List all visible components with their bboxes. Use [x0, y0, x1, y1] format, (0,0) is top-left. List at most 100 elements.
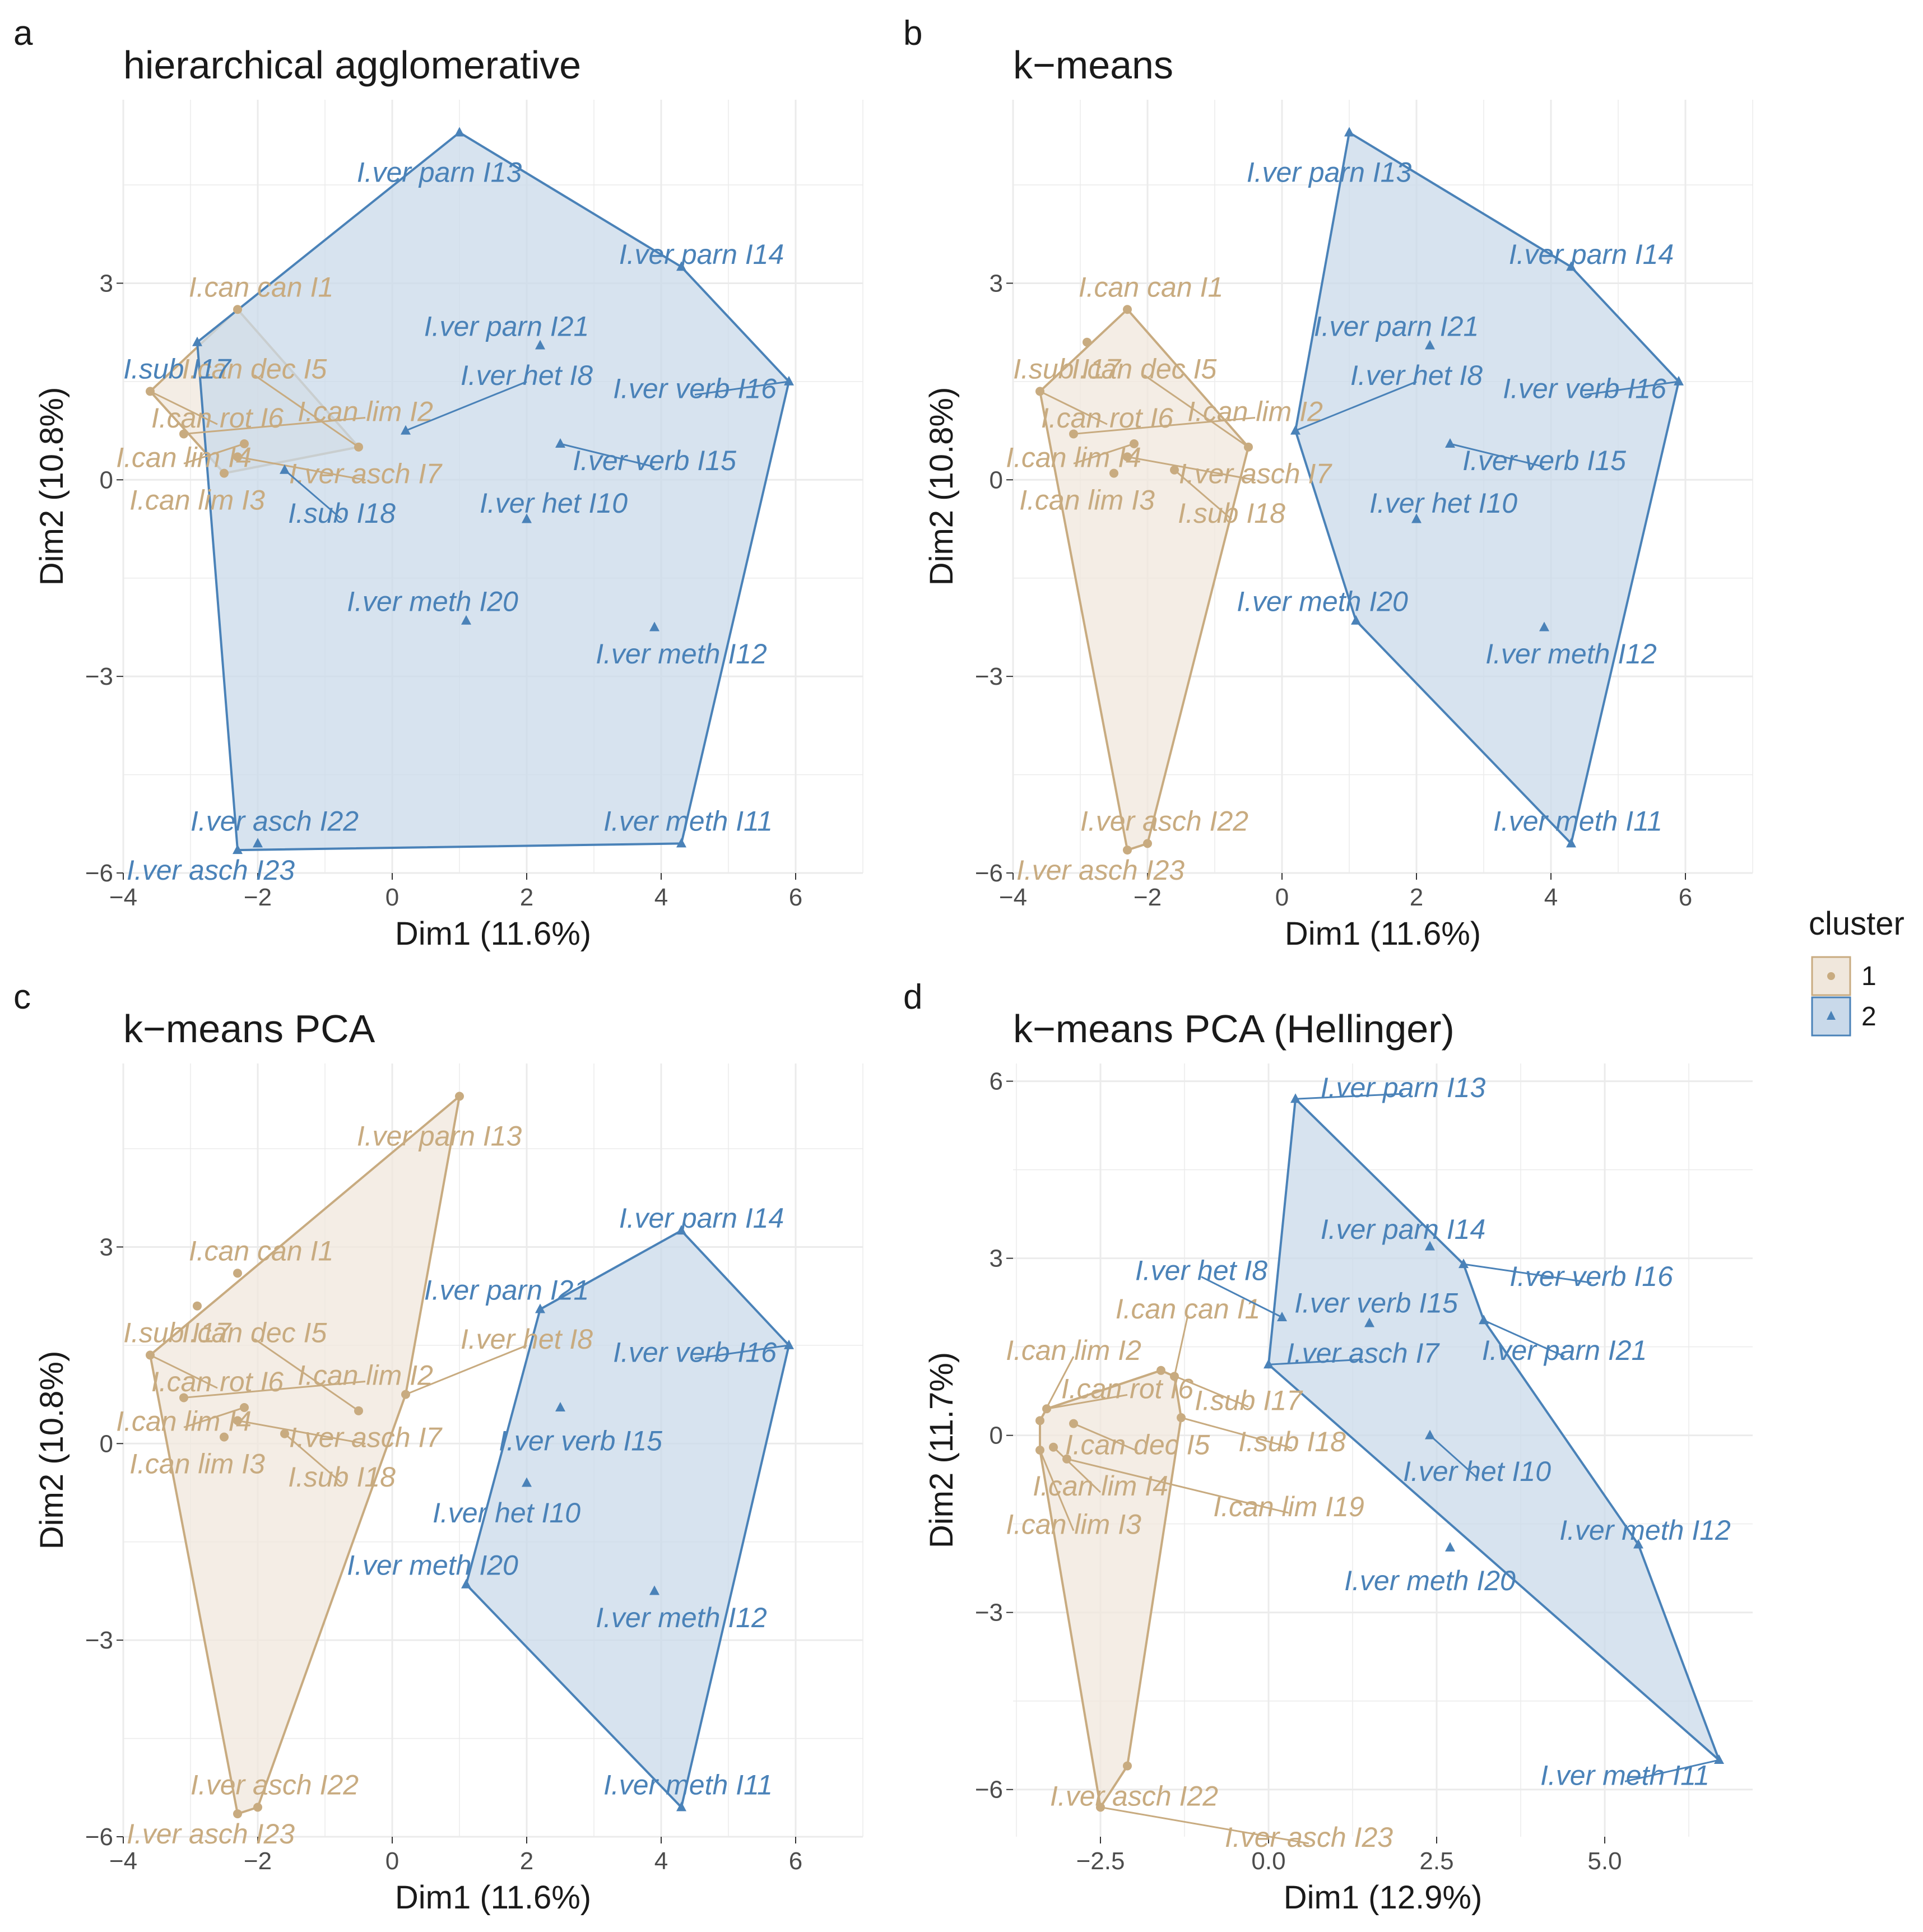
y-tick-label: 3	[990, 270, 1003, 297]
point-label: I.can dec I5	[182, 353, 327, 384]
panel-d: d k−means PCA (Hellinger) −2.5 0.0 2.5 5.0 −6 −…	[903, 978, 1753, 1916]
point-label: I.ver asch I7	[1179, 458, 1333, 490]
legend-marker-2	[1827, 1011, 1836, 1020]
y-tick-label: 0	[100, 466, 113, 494]
cluster-1-hull	[1039, 308, 1250, 852]
leader-line	[1450, 443, 1545, 468]
leader-line	[183, 417, 366, 435]
point-marker	[220, 468, 229, 478]
leader-line	[1100, 1806, 1309, 1845]
x-tick-label: −4	[999, 884, 1027, 911]
point-marker	[649, 1585, 659, 1595]
point-label: I.ver meth I20	[1344, 1565, 1516, 1596]
y-axis-title: Dim2 (10.8%)	[923, 387, 960, 586]
legend-marker-1	[1827, 972, 1835, 980]
point-marker	[1566, 261, 1576, 271]
y-tick-label: −3	[975, 1599, 1003, 1627]
point-label: I.can dec I5	[1072, 353, 1217, 384]
panel-title: k−means PCA (Hellinger)	[1013, 1007, 1455, 1051]
x-axis-title: Dim1 (12.9%)	[1284, 1879, 1483, 1916]
point-label: I.ver meth I11	[603, 1769, 773, 1800]
leader-line	[405, 380, 527, 431]
point-label: I.can can I1	[1116, 1293, 1261, 1325]
point-marker	[233, 1809, 242, 1819]
cluster-2-hull	[465, 1229, 790, 1809]
panel-a: a hierarchical agglomerative −4 −2 0 2 4 6 −6 −3 0…	[13, 14, 863, 952]
point-label: I.ver verb I16	[1503, 373, 1666, 405]
point-label: I.ver asch I22	[1080, 805, 1248, 837]
point-label: I.sub I18	[1238, 1426, 1346, 1457]
leader-line	[1483, 1319, 1565, 1358]
cluster-1-hull	[149, 1095, 461, 1815]
leader-line	[694, 1344, 789, 1360]
point-label: I.can lim I2	[1006, 1335, 1141, 1366]
x-tick-label: 2	[520, 1847, 533, 1875]
point-label: I.ver meth I12	[1559, 1515, 1731, 1546]
point-marker	[676, 1801, 686, 1812]
leader-line	[1073, 443, 1135, 465]
x-tick-label: −2	[244, 884, 272, 911]
point-label: I.ver asch I7	[1286, 1337, 1441, 1369]
point-label: I.ver parn I21	[1314, 310, 1479, 342]
point-label: I.sub I18	[288, 1461, 396, 1493]
leader-line	[1073, 1423, 1138, 1452]
point-label: I.ver het I10	[1403, 1456, 1551, 1487]
point-label: I.ver verb I15	[1294, 1288, 1458, 1319]
point-label: I.can lim I4	[1006, 442, 1141, 473]
leader-line	[560, 443, 655, 468]
point-label: I.ver meth I12	[596, 1602, 767, 1633]
leader-line	[1039, 1450, 1075, 1531]
leader-line	[694, 380, 789, 396]
leader-line	[1046, 1394, 1128, 1410]
x-tick-label: 5.0	[1587, 1847, 1622, 1875]
x-tick-label: 0.0	[1251, 1847, 1285, 1875]
legend-label-2: 2	[1861, 1002, 1876, 1032]
point-marker	[233, 305, 242, 314]
point-label: I.ver meth I12	[596, 638, 767, 670]
x-tick-label: 0	[385, 884, 399, 911]
point-marker	[1143, 839, 1152, 848]
panel-title: k−means	[1013, 43, 1173, 87]
panel-title: k−means PCA	[123, 1007, 375, 1051]
point-marker	[1425, 1241, 1435, 1251]
point-label: I.ver parn I13	[1321, 1072, 1486, 1103]
legend-label-1: 1	[1861, 962, 1876, 991]
point-marker	[461, 615, 471, 625]
point-label: I.can can I1	[1079, 271, 1224, 303]
point-label: I.ver asch I7	[289, 1422, 443, 1453]
leader-line	[1429, 1434, 1478, 1478]
point-marker	[1674, 375, 1684, 386]
y-tick-label: 6	[990, 1068, 1003, 1095]
leader-line	[1066, 1458, 1289, 1514]
leader-line	[1181, 1417, 1293, 1449]
point-marker	[1109, 468, 1118, 478]
point-marker	[1458, 1258, 1469, 1269]
x-tick-label: 6	[1679, 884, 1692, 911]
point-marker	[461, 1578, 471, 1589]
point-label: I.sub I17	[1013, 353, 1122, 384]
x-tick-label: 0	[385, 1847, 399, 1875]
point-label: I.sub I17	[1195, 1385, 1303, 1416]
leader-line	[183, 1381, 366, 1399]
panel-c: c k−means PCA −4 −2 0 2 4 6 −6 −3 0 3 Dim1 (11.6%) Di…	[13, 978, 863, 1916]
point-label: I.can lim I4	[116, 1405, 252, 1437]
leader-line	[254, 1338, 359, 1412]
leader-line	[1173, 1315, 1189, 1377]
legend-title: cluster	[1809, 905, 1905, 942]
point-label: I.can lim I19	[1213, 1491, 1364, 1522]
point-marker	[676, 261, 686, 271]
panel-letter: a	[13, 14, 33, 53]
point-label: I.sub I18	[1178, 498, 1285, 529]
point-label: I.ver asch I23	[127, 1818, 295, 1850]
point-label: I.can lim I4	[116, 442, 252, 473]
point-label: I.ver het I8	[1350, 360, 1483, 391]
leader-line	[150, 1354, 218, 1389]
point-label: I.ver het I10	[480, 487, 628, 519]
leader-line	[1174, 469, 1232, 520]
leader-line	[183, 443, 245, 465]
point-label: I.ver parn I14	[619, 1202, 784, 1234]
point-label: I.ver meth I20	[347, 586, 518, 617]
leader-line	[405, 1344, 527, 1395]
point-marker	[555, 438, 565, 448]
leader-line	[1463, 1263, 1592, 1284]
